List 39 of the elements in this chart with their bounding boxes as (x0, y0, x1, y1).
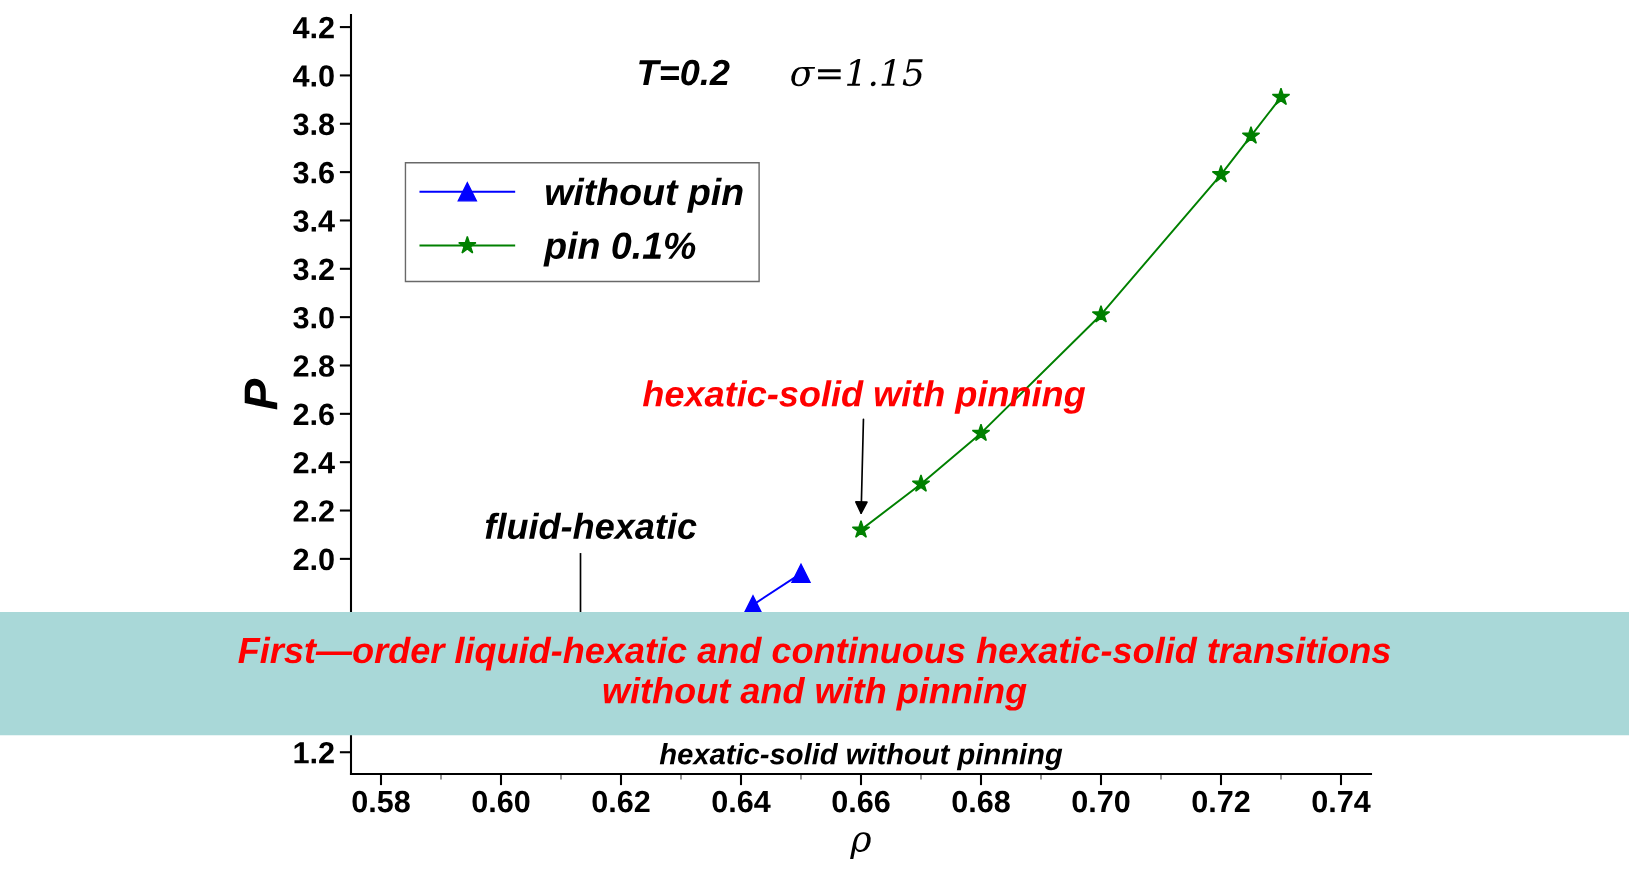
y-tick-label: 2.4 (293, 451, 335, 474)
y-tick-label: 3.4 (293, 210, 335, 232)
point (1091, 305, 1111, 323)
legend-label: pin 0.1% (543, 231, 696, 267)
x-tick-label: 0.74 (1312, 790, 1371, 813)
x-tick-label: 0.68 (952, 790, 1010, 813)
point (1241, 126, 1261, 144)
annotation: T=0.2 (639, 59, 730, 86)
point (1271, 87, 1291, 106)
annotation: σ=1.15 (791, 58, 923, 87)
point (911, 474, 931, 492)
y-tick-label: 3.8 (293, 113, 335, 136)
x-tick-label: 0.60 (472, 790, 530, 813)
annotation: hexatic-solid without pinning (659, 743, 1063, 771)
y-tick-label: 4.0 (293, 65, 334, 87)
x-tick-label: 0.58 (352, 790, 410, 813)
x-tick-label: 0.70 (1072, 790, 1130, 813)
y-tick-label: 2.0 (293, 548, 334, 571)
y-tick-label: 3.0 (293, 306, 334, 329)
x-tick-label: 0.72 (1192, 790, 1250, 813)
y-tick-label: 2.6 (293, 403, 334, 426)
y-tick-label: 4.2 (293, 16, 334, 39)
annotation: First—order liquid-hexatic and continuous hexatic-solid transitions without and with pinning (238, 636, 1391, 711)
y-tick-label: 3.2 (293, 258, 334, 281)
x-tick-label: 0.66 (832, 790, 890, 813)
y-tick-label: 1.2 (294, 741, 334, 764)
point (791, 563, 811, 584)
y-tick-label: 2.2 (293, 500, 334, 522)
y-tick-label: 3.6 (293, 161, 334, 184)
y-tick-label: 2.8 (293, 355, 335, 377)
legend-label: without pin (546, 177, 743, 213)
point (1211, 164, 1231, 183)
point (971, 423, 991, 442)
x-axis-title: ρ (850, 832, 871, 859)
x-tick-label: 0.64 (712, 790, 771, 813)
x-tick-label: 0.62 (592, 790, 650, 813)
annotation: fluid-hexatic (485, 512, 697, 540)
point (851, 520, 871, 538)
y-axis-title: P (244, 378, 278, 410)
